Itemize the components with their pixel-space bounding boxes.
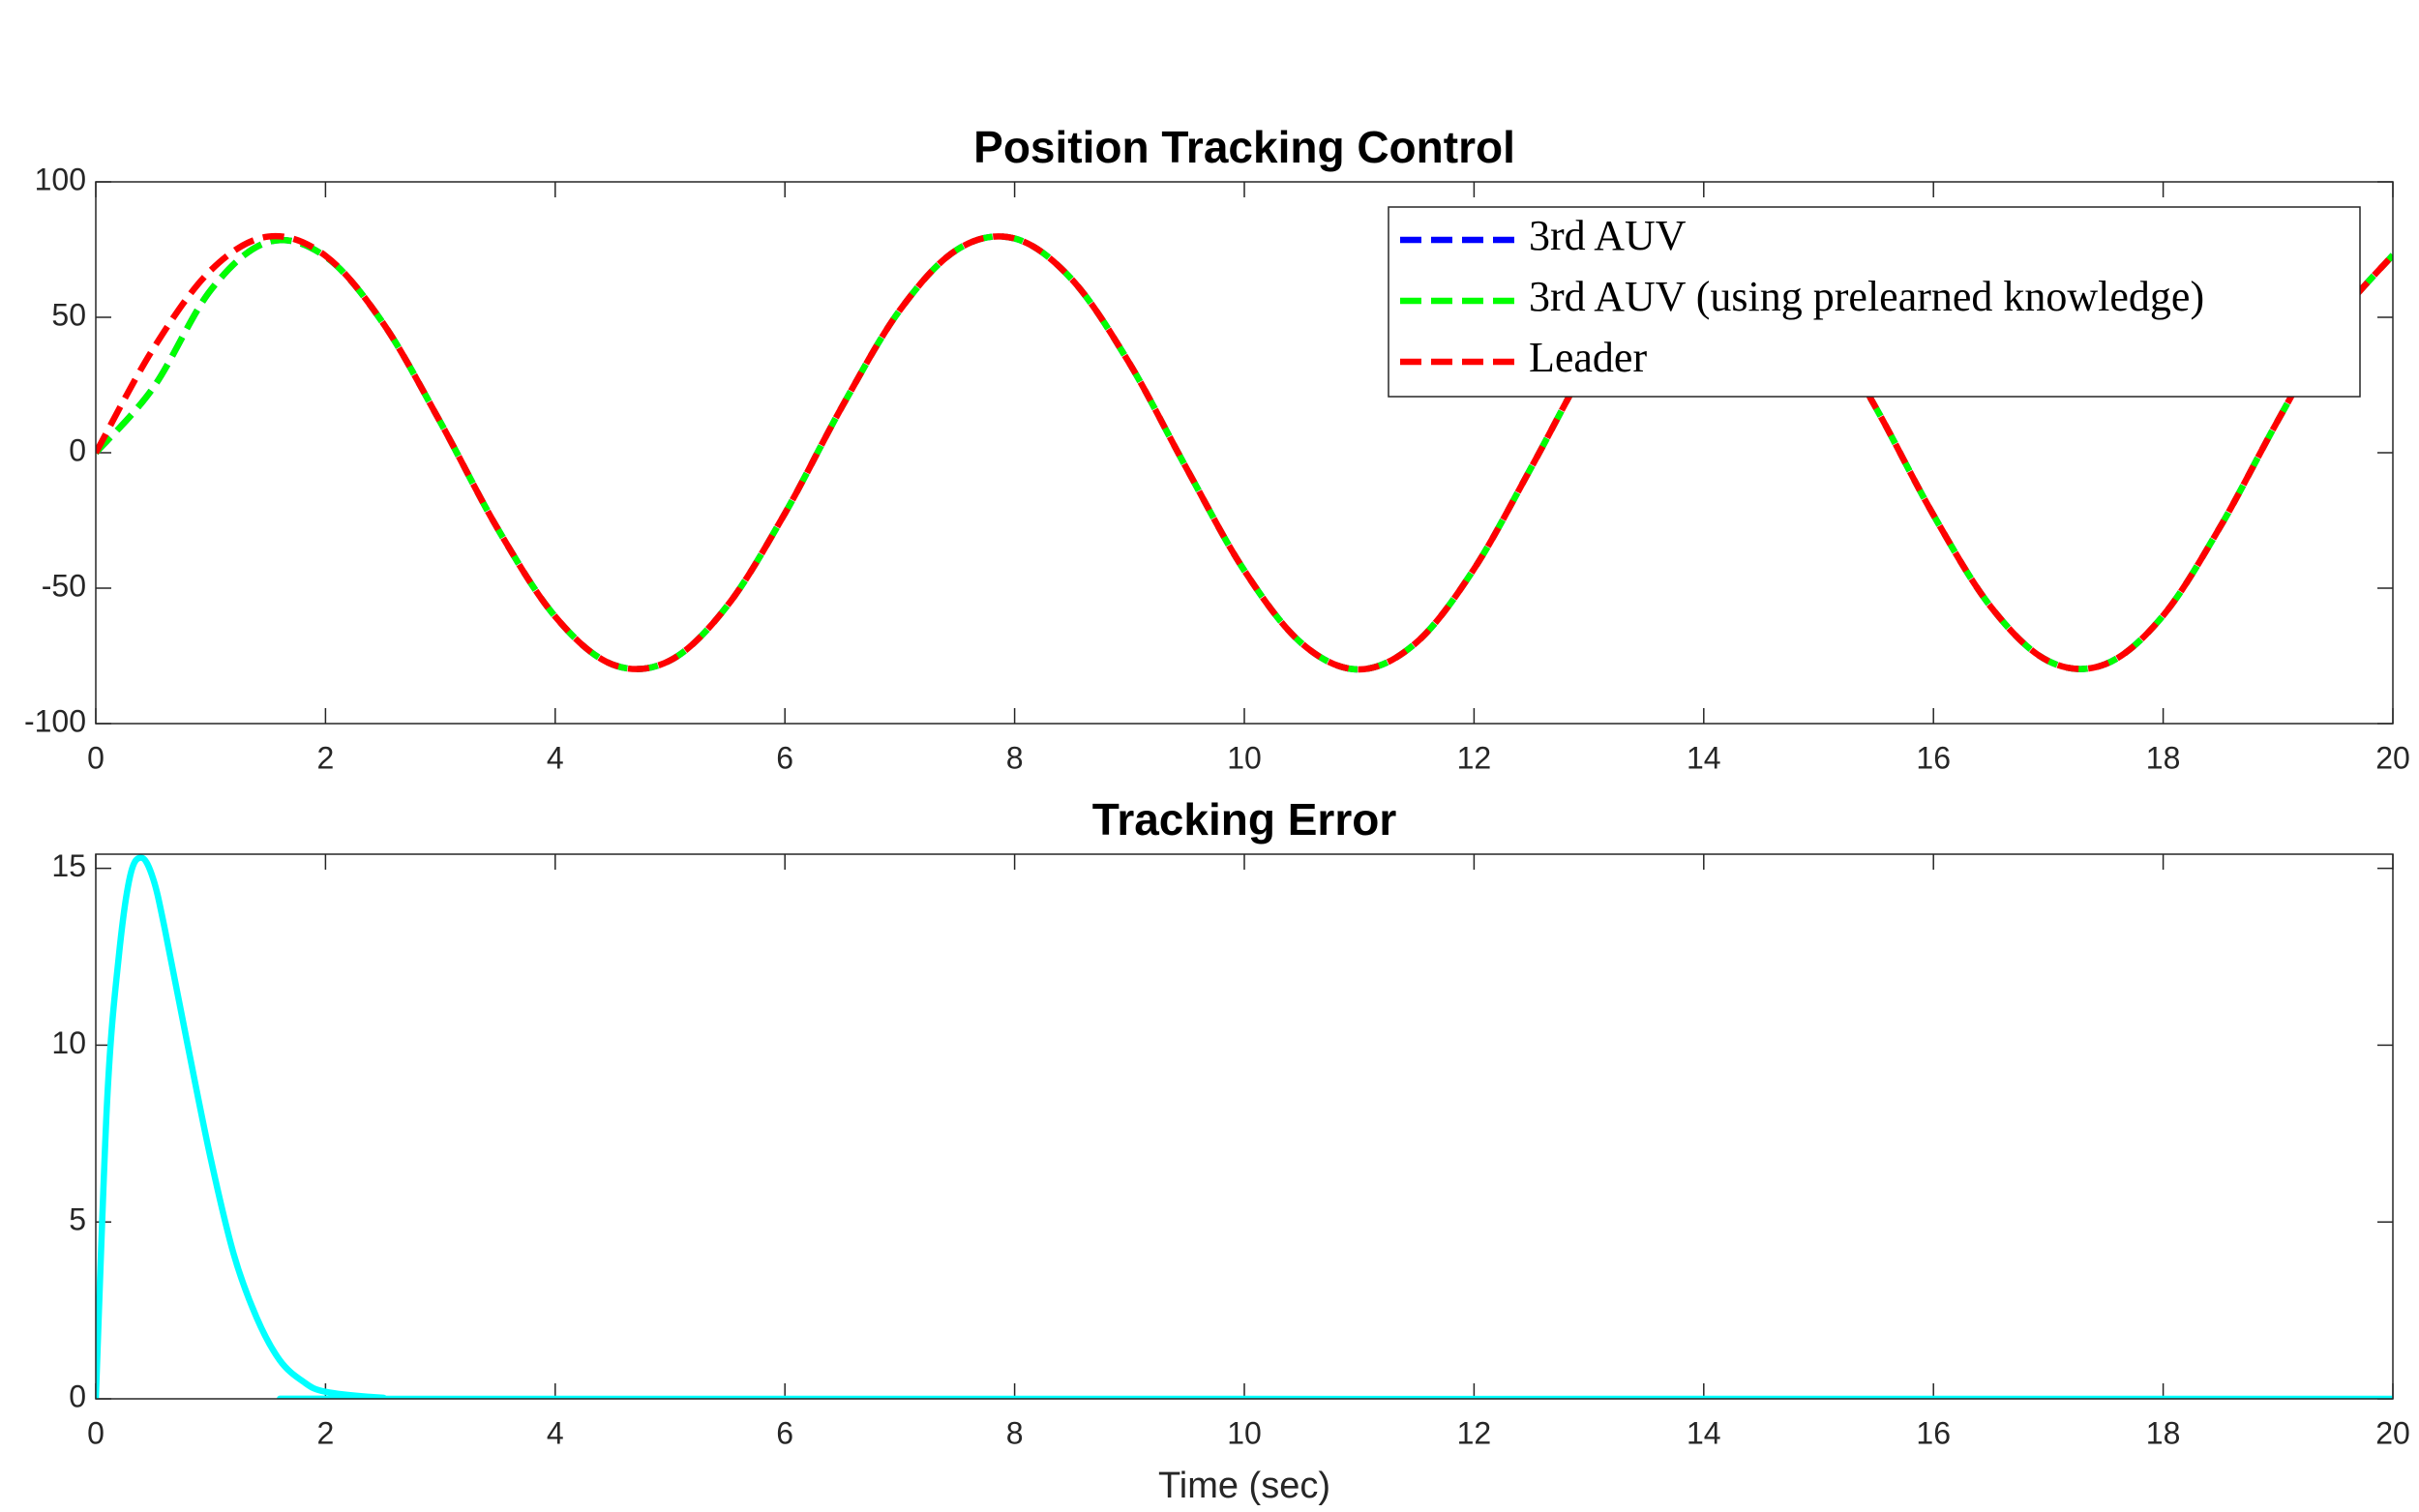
data-line — [96, 854, 2393, 1399]
legend-label: 3rd AUV — [1529, 212, 1687, 259]
x-tick-label: 10 — [1227, 740, 1262, 775]
x-tick-label: 20 — [2375, 1415, 2410, 1450]
legend-label: 3rd AUV (using prelearned knowledge) — [1529, 273, 2204, 320]
x-tick-label: 18 — [2146, 1415, 2181, 1450]
y-tick-label: 15 — [51, 848, 86, 883]
x-tick-label: 18 — [2146, 740, 2181, 775]
x-tick-label: 8 — [1006, 740, 1024, 775]
x-tick-label: 16 — [1916, 1415, 1951, 1450]
x-tick-label: 8 — [1006, 1415, 1024, 1450]
y-tick-label: -100 — [24, 703, 86, 738]
y-tick-label: -50 — [42, 568, 86, 603]
chart-title: Tracking Error — [1092, 794, 1397, 845]
y-tick-label: 0 — [69, 432, 86, 467]
x-tick-label: 4 — [547, 1415, 564, 1450]
x-tick-label: 12 — [1457, 740, 1492, 775]
y-tick-label: 10 — [51, 1025, 86, 1060]
x-tick-label: 0 — [87, 1415, 105, 1450]
data-line — [96, 232, 2393, 673]
axes-box — [95, 853, 2394, 1400]
x-tick-label: 2 — [317, 1415, 335, 1450]
x-tick-label: 6 — [776, 740, 793, 775]
y-tick-label: 100 — [35, 162, 86, 196]
x-tick-label: 20 — [2375, 740, 2410, 775]
x-tick-label: 6 — [776, 1415, 793, 1450]
x-tick-label: 16 — [1916, 740, 1951, 775]
x-tick-label: 12 — [1457, 1415, 1492, 1450]
y-tick-label: 5 — [69, 1202, 86, 1237]
x-axis-label: Time (sec) — [1158, 1466, 1330, 1506]
axes-box — [95, 181, 2394, 725]
x-tick-label: 4 — [547, 740, 564, 775]
y-tick-label: 50 — [51, 297, 86, 332]
x-tick-label: 14 — [1687, 740, 1721, 775]
x-tick-label: 14 — [1687, 1415, 1721, 1450]
y-tick-label: 0 — [69, 1379, 86, 1413]
axes-background — [96, 854, 2393, 1399]
legend-label: Leader — [1529, 334, 1647, 381]
legend-box — [1388, 206, 2361, 398]
x-tick-label: 0 — [87, 740, 105, 775]
x-tick-label: 2 — [317, 740, 335, 775]
chart-title: Position Tracking Control — [973, 122, 1515, 172]
x-tick-label: 10 — [1227, 1415, 1262, 1450]
